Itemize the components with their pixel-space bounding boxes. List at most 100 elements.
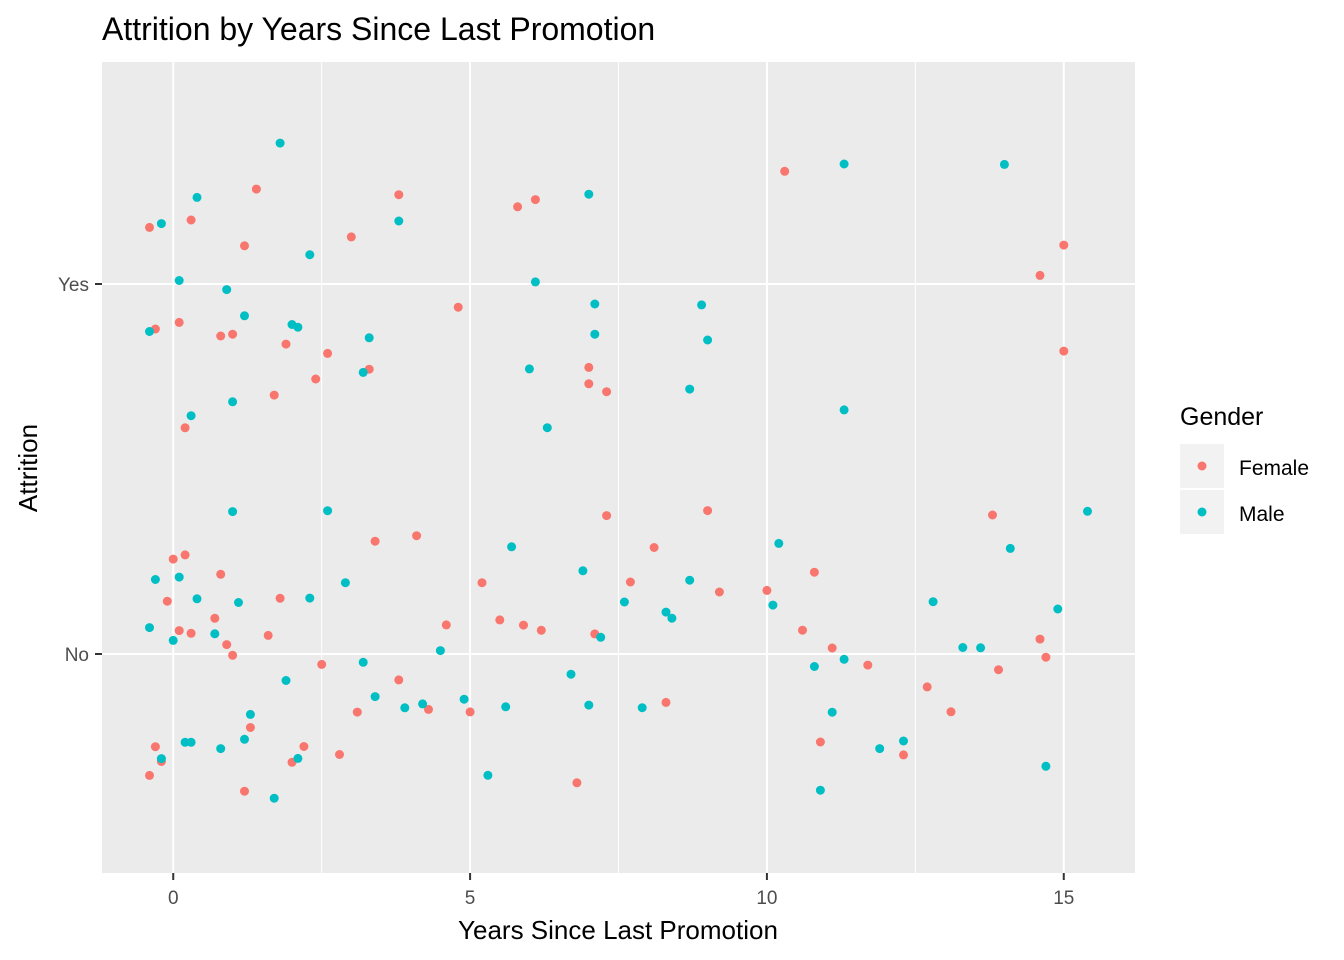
point-male [1053, 604, 1063, 614]
point-male [703, 335, 713, 345]
point-male [305, 250, 315, 260]
point-female [174, 626, 184, 636]
point-male [637, 703, 647, 713]
point-female [572, 778, 582, 788]
point-male [590, 299, 600, 309]
point-male [501, 702, 511, 712]
point-female [922, 682, 932, 692]
point-male [667, 613, 677, 623]
point-male [269, 793, 279, 803]
point-male [245, 709, 255, 719]
point-female [495, 615, 505, 625]
point-female [162, 596, 172, 606]
point-male [394, 216, 404, 226]
point-male [976, 643, 986, 653]
point-male [958, 643, 968, 652]
point-female [798, 625, 807, 635]
point-male [222, 285, 232, 295]
point-male [358, 657, 368, 667]
point-female [703, 506, 713, 516]
point-male [168, 635, 178, 645]
point-female [180, 423, 190, 433]
point-female [370, 536, 380, 546]
legend-title: Gender [1180, 403, 1263, 431]
point-female [625, 577, 635, 587]
point-female [513, 202, 523, 212]
x-axis: 0 5 10 15 [168, 873, 1074, 909]
legend: Gender Female Male [1180, 403, 1309, 534]
point-male [174, 572, 184, 582]
point-male [596, 632, 606, 642]
point-male [305, 593, 315, 603]
point-male [186, 411, 196, 421]
point-female [245, 723, 255, 732]
point-female [649, 543, 659, 552]
point-female [269, 390, 279, 400]
point-male [697, 300, 707, 310]
point-female [210, 613, 220, 623]
point-male [156, 754, 166, 764]
point-female [1041, 652, 1051, 662]
point-female [216, 569, 226, 579]
point-female [323, 348, 333, 358]
point-female [335, 750, 344, 759]
x-axis-title: Years Since Last Promotion [458, 915, 778, 945]
point-male [530, 277, 540, 287]
legend-key-male [1197, 507, 1207, 517]
point-female [584, 379, 594, 389]
point-male [210, 629, 220, 639]
y-axis-title: Attrition [13, 424, 43, 512]
point-male [839, 405, 849, 415]
point-female [988, 510, 997, 520]
point-female [661, 697, 671, 707]
legend-label-male: Male [1239, 503, 1285, 526]
point-male [275, 138, 285, 148]
point-male [566, 669, 576, 679]
point-female [441, 620, 451, 630]
data-points [145, 138, 1092, 803]
point-male [839, 159, 849, 169]
point-male [1083, 506, 1092, 516]
point-male [768, 600, 778, 610]
point-female [352, 707, 362, 717]
point-female [946, 707, 956, 717]
point-female [228, 650, 238, 660]
point-male [228, 507, 238, 517]
point-female [150, 742, 160, 752]
point-female [394, 190, 404, 200]
point-female [180, 550, 190, 560]
point-female [394, 675, 404, 685]
point-male [358, 367, 368, 377]
point-female [584, 362, 594, 372]
point-male [1041, 761, 1051, 771]
point-male [234, 598, 243, 607]
point-male [281, 676, 291, 685]
point-male [293, 322, 303, 332]
point-female [281, 339, 291, 349]
point-female [251, 184, 261, 194]
point-male [186, 737, 196, 747]
point-male [524, 364, 534, 374]
point-male [928, 597, 938, 607]
point-male [827, 707, 837, 717]
point-female [186, 628, 196, 638]
point-male [815, 785, 825, 795]
point-male [240, 311, 249, 321]
y-axis: No Yes [58, 275, 102, 666]
x-tick-label: 5 [465, 888, 476, 909]
point-female [168, 554, 178, 564]
point-male [240, 734, 249, 744]
point-female [465, 707, 475, 717]
point-female [1035, 270, 1045, 280]
point-female [186, 215, 196, 225]
point-male [578, 566, 588, 576]
point-female [311, 374, 321, 384]
point-male [1005, 543, 1015, 553]
point-female [317, 659, 327, 669]
point-male [809, 662, 819, 671]
point-male [192, 594, 202, 604]
point-female [762, 585, 772, 595]
point-male [400, 703, 410, 713]
point-female [899, 750, 908, 760]
